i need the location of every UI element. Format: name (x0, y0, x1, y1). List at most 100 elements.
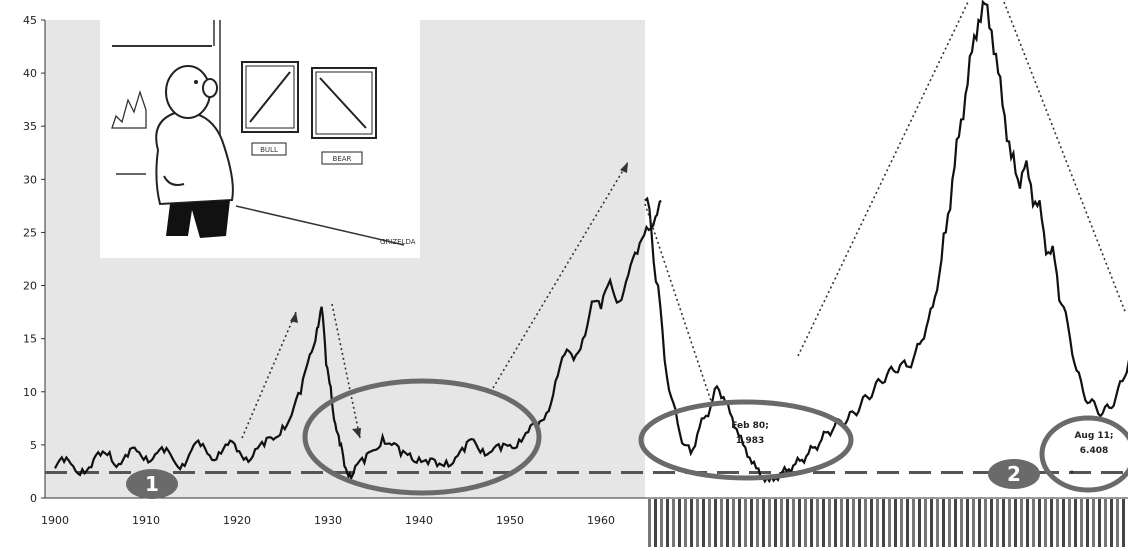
x-tick-right-63 (1026, 499, 1029, 547)
series-line-left (54, 199, 662, 481)
x-tick-right-71 (1074, 499, 1077, 547)
marker-1-label: 1 (145, 472, 159, 496)
x-tick-right-15 (738, 499, 741, 547)
x-tick-right-59 (1002, 499, 1005, 547)
x-tick-right-61 (1014, 499, 1017, 547)
x-tick-right-11 (714, 499, 717, 547)
x-tick-right-75 (1098, 499, 1101, 547)
x-tick-right-36 (864, 499, 867, 547)
x-tick-right-43 (906, 499, 909, 547)
trend-arrow-2000s-down (1003, 1, 1127, 315)
x-tick-right-12 (720, 499, 723, 547)
x-tick-right-47 (930, 499, 933, 547)
x-tick-label-1: 1910 (132, 514, 160, 527)
x-tick-right-41 (894, 499, 897, 547)
x-tick-right-45 (918, 499, 921, 547)
x-tick-right-29 (822, 499, 825, 547)
arrow-head-1 (290, 312, 298, 323)
x-tick-right-37 (870, 499, 873, 547)
y-tick-label-7: 35 (23, 120, 37, 133)
x-ticks-right (648, 499, 1125, 547)
x-tick-right-69 (1062, 499, 1065, 547)
highlight-ellipses (302, 378, 1128, 496)
x-tick-right-35 (858, 499, 861, 547)
x-tick-right-54 (972, 499, 975, 547)
arrow-heads (290, 162, 628, 438)
x-tick-right-31 (834, 499, 837, 547)
x-tick-right-33 (846, 499, 849, 547)
marker-1: 1 (126, 469, 178, 499)
ellipse-1930s (302, 378, 542, 496)
arrow-head-2 (352, 428, 361, 438)
x-tick-right-26 (804, 499, 807, 547)
x-tick-right-76 (1104, 499, 1107, 547)
x-tick-right-52 (960, 499, 963, 547)
small-dot (1070, 470, 1074, 474)
x-tick-right-9 (702, 499, 705, 547)
ellipse-1970s (638, 399, 854, 481)
x-tick-label-0: 1900 (41, 514, 69, 527)
x-tick-right-77 (1110, 499, 1113, 547)
x-tick-right-49 (942, 499, 945, 547)
x-tick-right-13 (726, 499, 729, 547)
x-tick-right-46 (924, 499, 927, 547)
x-tick-right-17 (750, 499, 753, 547)
trend-arrow-1960s-down (644, 203, 713, 405)
x-tick-right-8 (696, 499, 699, 547)
x-tick-right-24 (792, 499, 795, 547)
x-tick-right-30 (828, 499, 831, 547)
x-tick-right-4 (672, 499, 675, 547)
x-tick-right-64 (1032, 499, 1035, 547)
x-tick-right-65 (1038, 499, 1041, 547)
x-tick-right-62 (1020, 499, 1023, 547)
x-tick-right-22 (780, 499, 783, 547)
marker-2-label: 2 (1007, 462, 1021, 486)
x-tick-right-20 (768, 499, 771, 547)
x-tick-right-38 (876, 499, 879, 547)
y-tick-label-5: 25 (23, 226, 37, 239)
x-tick-right-68 (1056, 499, 1059, 547)
x-tick-right-23 (786, 499, 789, 547)
x-tick-right-21 (774, 499, 777, 547)
x-tick-right-70 (1068, 499, 1071, 547)
x-tick-right-42 (900, 499, 903, 547)
arrow-head-3 (620, 162, 628, 173)
y-tick-label-1: 5 (30, 439, 37, 452)
x-tick-right-16 (744, 499, 747, 547)
x-tick-right-27 (810, 499, 813, 547)
annotation-feb80-line2: 1,983 (736, 436, 764, 446)
x-tick-label-5: 1950 (496, 514, 524, 527)
x-tick-right-56 (984, 499, 987, 547)
x-tick-right-39 (882, 499, 885, 547)
x-tick-right-57 (990, 499, 993, 547)
cartoon-bull-label: BULL (260, 146, 278, 154)
y-tick-label-6: 30 (23, 173, 37, 186)
x-tick-right-40 (888, 499, 891, 547)
x-tick-right-53 (966, 499, 969, 547)
x-tick-right-14 (732, 499, 735, 547)
x-tick-right-51 (954, 499, 957, 547)
x-tick-right-28 (816, 499, 819, 547)
x-tick-right-55 (978, 499, 981, 547)
x-tick-right-50 (948, 499, 951, 547)
y-tick-label-2: 10 (23, 386, 37, 399)
x-tick-right-3 (666, 499, 669, 547)
x-tick-right-73 (1086, 499, 1089, 547)
x-tick-right-60 (1008, 499, 1011, 547)
x-tick-right-66 (1044, 499, 1047, 547)
x-tick-right-79 (1122, 499, 1125, 547)
x-tick-right-74 (1092, 499, 1095, 547)
x-tick-label-3: 1930 (314, 514, 342, 527)
x-tick-right-72 (1080, 499, 1083, 547)
marker-2: 2 (988, 459, 1040, 489)
x-tick-right-5 (678, 499, 681, 547)
x-tick-right-0 (648, 499, 651, 547)
x-tick-right-6 (684, 499, 687, 547)
x-tick-right-10 (708, 499, 711, 547)
x-tick-right-18 (756, 499, 759, 547)
cartoon-inset: BULL BEAR GRIZELDA (100, 18, 420, 258)
x-tick-label-4: 1940 (405, 514, 433, 527)
x-tick-right-32 (840, 499, 843, 547)
cartoon-bear-label: BEAR (333, 155, 352, 163)
